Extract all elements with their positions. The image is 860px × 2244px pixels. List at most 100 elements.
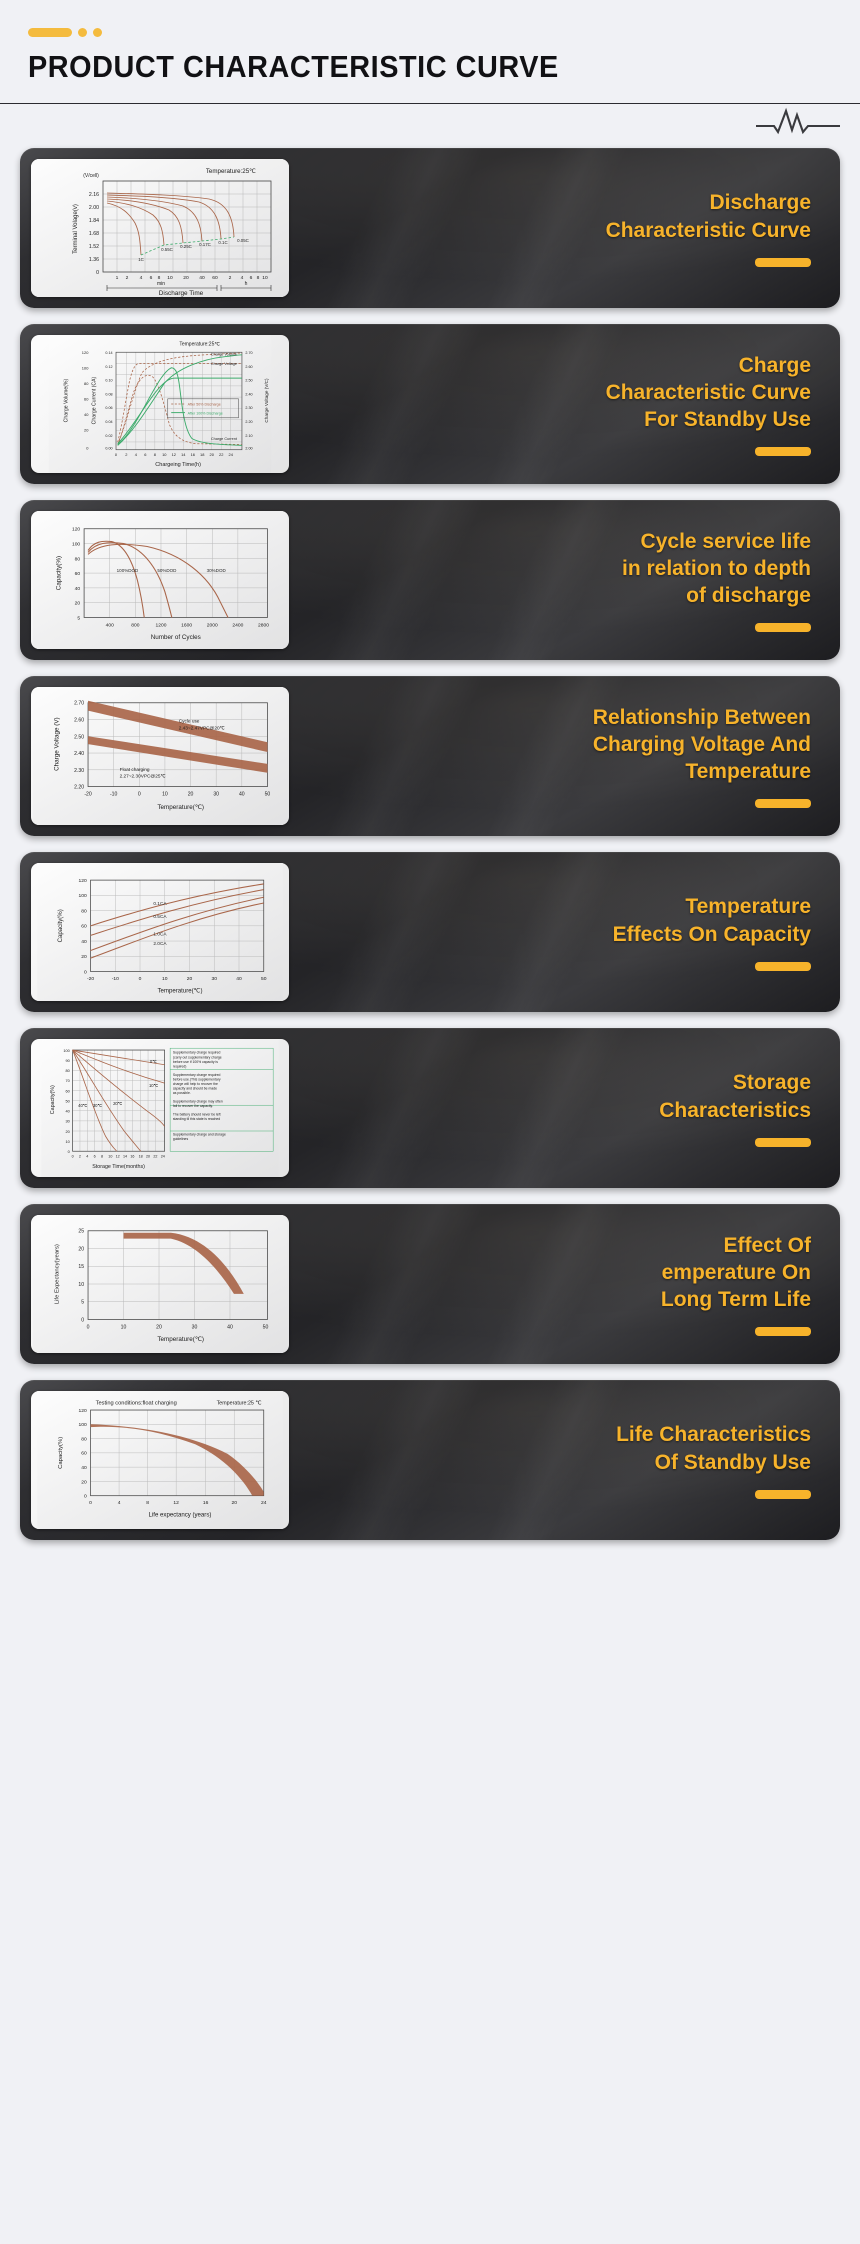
svg-text:10: 10 — [262, 275, 268, 281]
card-storage[interactable]: 100 90 80 70 60 50 40 30 20 10 0 Capacity(%) 0℃… — [20, 1028, 840, 1188]
svg-text:30: 30 — [192, 1324, 198, 1330]
svg-text:Temperature(℃): Temperature(℃) — [157, 987, 202, 994]
svg-text:2.70: 2.70 — [245, 351, 252, 355]
svg-text:20: 20 — [66, 1130, 70, 1134]
svg-text:5: 5 — [77, 615, 80, 621]
title-underline — [755, 799, 811, 809]
card-long-term-life[interactable]: 25 20 15 10 5 0 Life Expectancy(years) 0 10 20… — [20, 1204, 840, 1364]
svg-text:20: 20 — [210, 452, 215, 457]
svg-text:100: 100 — [63, 1049, 69, 1053]
svg-text:Life Expectancy(years): Life Expectancy(years) — [54, 1244, 60, 1304]
cycle-life-chart-svg: 120 100 80 60 40 20 5 Capacity(%) 100%DOD 50%… — [32, 511, 288, 649]
svg-text:2.00: 2.00 — [245, 447, 252, 451]
svg-text:-10: -10 — [110, 791, 118, 797]
card-title: Temperature Effects On Capacity — [612, 895, 811, 946]
svg-text:10: 10 — [162, 791, 168, 797]
svg-text:100: 100 — [72, 542, 80, 548]
svg-text:1: 1 — [116, 275, 119, 281]
svg-text:50: 50 — [66, 1099, 70, 1103]
chart-storage: 100 90 80 70 60 50 40 30 20 10 0 Capacity(%) 0℃… — [31, 1039, 289, 1177]
svg-text:4: 4 — [135, 452, 138, 457]
svg-text:before use if 100% capacity is: before use if 100% capacity is — [173, 1060, 218, 1064]
svg-text:22: 22 — [219, 452, 223, 457]
svg-text:standing til this state is rea: standing til this state is reached — [173, 1117, 220, 1121]
svg-text:40: 40 — [236, 976, 242, 982]
svg-text:10: 10 — [167, 275, 173, 281]
svg-text:60: 60 — [81, 1451, 87, 1457]
page-header: PRODUCT CHARACTERISTIC CURVE — [0, 0, 860, 103]
svg-text:Discharge Time: Discharge Time — [159, 290, 204, 297]
svg-text:0.02: 0.02 — [105, 434, 112, 438]
card-cycle-life[interactable]: 120 100 80 60 40 20 5 Capacity(%) 100%DOD 50%… — [20, 500, 840, 660]
svg-text:2.0CA: 2.0CA — [153, 941, 167, 947]
svg-text:24: 24 — [161, 1155, 165, 1159]
svg-text:Number of Cycles: Number of Cycles — [151, 634, 201, 641]
card-standby-life[interactable]: Testing conditions:float charging Temper… — [20, 1380, 840, 1540]
svg-text:Supplementary charge and stora: Supplementary charge and storage — [173, 1133, 226, 1137]
svg-text:20: 20 — [75, 601, 81, 607]
svg-text:120: 120 — [78, 878, 86, 884]
svg-text:8: 8 — [257, 275, 260, 281]
title-underline — [755, 1137, 811, 1147]
card-discharge[interactable]: Temperature:25℃ (V/cell) — [20, 148, 840, 308]
svg-text:0.08: 0.08 — [105, 392, 112, 396]
svg-text:8: 8 — [158, 275, 161, 281]
chart-charge-standby: Temperature:25℃ 120 100 80 — [31, 335, 289, 473]
svg-text:20℃: 20℃ — [113, 1101, 123, 1106]
chart-standby-life: Testing conditions:float charging Temper… — [31, 1391, 289, 1529]
card-title-block: Life Characteristics Of Standby Use — [289, 1391, 829, 1529]
svg-text:0: 0 — [86, 446, 89, 451]
svg-text:-20: -20 — [84, 791, 92, 797]
card-title: Storage Characteristics — [659, 1071, 811, 1122]
svg-text:0.05C: 0.05C — [237, 238, 249, 243]
card-title-block: Discharge Characteristic Curve — [289, 159, 829, 297]
svg-text:Float charging: Float charging — [120, 767, 150, 773]
svg-text:Temperature:25℃: Temperature:25℃ — [206, 168, 256, 175]
svg-text:40: 40 — [84, 412, 89, 417]
title-underline — [755, 623, 811, 633]
svg-text:2.10: 2.10 — [245, 434, 252, 438]
card-title: Relationship Between Charging Voltage And… — [592, 705, 811, 784]
svg-text:0.12: 0.12 — [105, 365, 112, 369]
svg-text:Terminal Volage(v): Terminal Volage(v) — [73, 204, 79, 254]
svg-text:After 50% Discharge: After 50% Discharge — [188, 403, 221, 407]
svg-text:-10: -10 — [112, 976, 119, 982]
svg-text:Charge Voltage (V/C): Charge Voltage (V/C) — [264, 378, 269, 423]
card-temperature-capacity[interactable]: 120 100 80 60 40 20 0 Capacity(%) 0.1CA 0.5CA… — [20, 852, 840, 1012]
svg-text:30: 30 — [213, 791, 219, 797]
svg-text:1200: 1200 — [156, 622, 167, 628]
svg-text:20: 20 — [84, 428, 89, 433]
svg-text:40: 40 — [81, 1465, 87, 1471]
svg-text:40: 40 — [66, 1110, 70, 1114]
svg-text:60: 60 — [81, 924, 87, 930]
svg-text:8: 8 — [154, 452, 157, 457]
svg-text:50: 50 — [261, 976, 267, 982]
svg-text:0.1C: 0.1C — [218, 240, 227, 245]
card-title: Life Characteristics Of Standby Use — [616, 1423, 811, 1474]
card-title-block: Cycle service life in relation to depth of… — [289, 511, 829, 649]
card-charge-standby[interactable]: Temperature:25℃ 120 100 80 — [20, 324, 840, 484]
svg-text:fail to recover the capacity.: fail to recover the capacity. — [173, 1104, 213, 1108]
svg-text:100%DOD: 100%DOD — [117, 568, 139, 573]
svg-text:(V/cell): (V/cell) — [83, 173, 99, 179]
svg-text:4: 4 — [241, 275, 244, 281]
svg-text:8: 8 — [146, 1500, 149, 1506]
svg-text:30: 30 — [211, 976, 217, 982]
svg-text:40: 40 — [75, 586, 81, 592]
svg-text:Capacity(%): Capacity(%) — [55, 556, 62, 590]
svg-text:20: 20 — [187, 976, 193, 982]
svg-text:15: 15 — [78, 1264, 84, 1270]
svg-text:20: 20 — [78, 1246, 84, 1252]
title-underline — [755, 1489, 811, 1499]
svg-text:50: 50 — [265, 791, 271, 797]
card-voltage-temperature[interactable]: 2.70 2.60 2.50 2.40 2.30 2.20 Charge Voltage… — [20, 676, 840, 836]
svg-text:2.60: 2.60 — [74, 718, 84, 724]
svg-text:charge will help to recover th: charge will help to recover the — [173, 1082, 218, 1086]
svg-text:0.00: 0.00 — [105, 447, 112, 451]
svg-text:40: 40 — [239, 791, 245, 797]
svg-text:40: 40 — [81, 939, 87, 945]
svg-text:10: 10 — [121, 1324, 127, 1330]
